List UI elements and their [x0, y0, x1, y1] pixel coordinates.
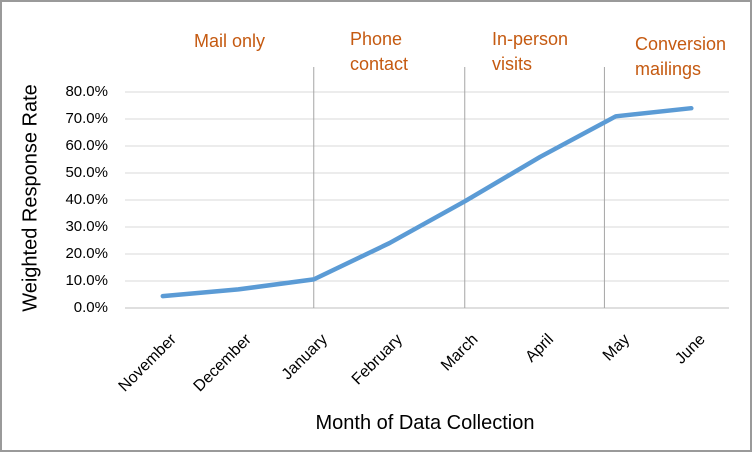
phase-label-line: mailings	[635, 59, 702, 79]
y-tick-label: 40.0%	[65, 191, 108, 208]
response-rate-line	[160, 105, 694, 299]
phase-label-line: contact	[350, 54, 409, 74]
phase-label: Conversion mailings	[635, 32, 726, 82]
phase-label: Phone contact	[350, 27, 408, 77]
y-tick-label: 70.0%	[65, 110, 108, 127]
y-tick-label: 80.0%	[65, 83, 108, 100]
y-tick-label: 0.0%	[73, 299, 108, 316]
phase-label: Mail only	[194, 29, 265, 54]
x-axis-title: Month of Data Collection	[315, 412, 535, 434]
y-tick-label: 60.0%	[65, 137, 108, 154]
y-tick-label: 20.0%	[65, 245, 108, 262]
phase-label-line: visits	[492, 54, 532, 74]
phase-label-line: Mail only	[194, 31, 266, 51]
y-tick-label: 10.0%	[65, 272, 108, 289]
y-tick-label: 30.0%	[65, 218, 108, 235]
phase-label-line: Conversion	[635, 34, 727, 54]
y-tick-label: 50.0%	[65, 164, 108, 181]
phase-label-line: In-person	[492, 29, 569, 49]
phase-label-line: Phone	[350, 29, 403, 49]
phase-label: In-person visits	[492, 27, 568, 77]
